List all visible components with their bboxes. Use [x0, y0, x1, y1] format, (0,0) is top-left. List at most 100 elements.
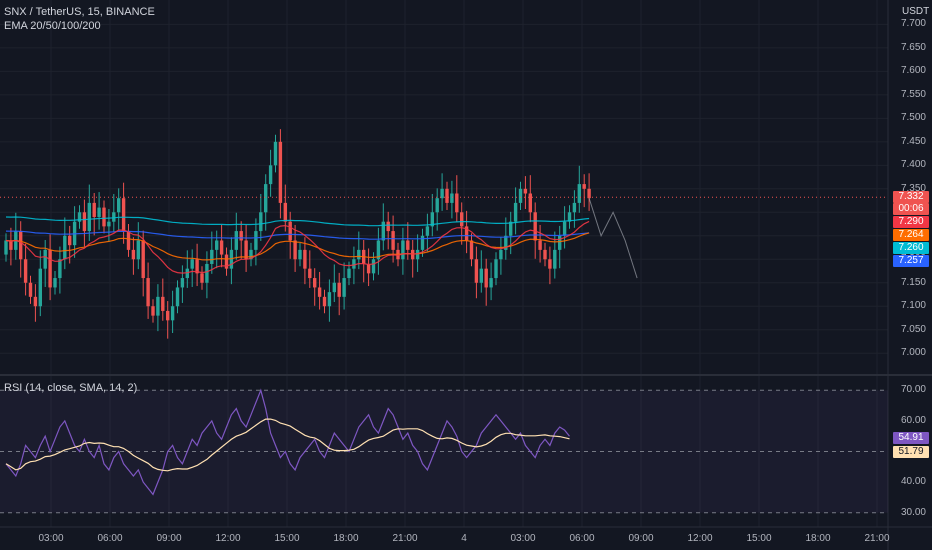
candle-body [489, 278, 493, 288]
candle-body [219, 240, 224, 255]
candle-body [332, 282, 336, 293]
rsi-tick-label: 60.00 [900, 414, 926, 426]
time-tick-label: 12:00 [215, 533, 241, 544]
candle-body [391, 231, 395, 250]
price-tick-label: 7.350 [900, 182, 926, 194]
candle-body [435, 198, 439, 213]
candle-body [33, 296, 38, 307]
candle-body [317, 287, 322, 297]
candle-body [175, 287, 180, 307]
candle-body [288, 221, 292, 241]
candle-body [386, 221, 390, 232]
candle-body [445, 188, 449, 203]
candle-body [278, 141, 283, 203]
candle-body [308, 268, 312, 279]
candle-body [562, 221, 567, 236]
ema50-line [5, 232, 590, 261]
candle-body [376, 240, 381, 260]
candle-body [23, 259, 28, 283]
rsi-tick-label: 30.00 [900, 506, 926, 518]
time-tick-label: 06:00 [97, 533, 123, 544]
ema100-line [5, 216, 590, 227]
candle-body [259, 212, 263, 232]
symbol-title[interactable]: SNX / TetherUS, 15, BINANCE [4, 6, 155, 18]
candle-body [406, 240, 410, 250]
candle-body [117, 198, 121, 213]
candle-body [509, 221, 513, 236]
time-tick-label: 4 [461, 533, 467, 544]
time-tick-label: 18:00 [333, 533, 359, 544]
projection-line [588, 198, 638, 279]
candle-body [572, 202, 577, 213]
candle-body [19, 231, 23, 260]
time-tick-label: 03:00 [510, 533, 536, 544]
candle-body [200, 273, 204, 283]
candle-body [161, 296, 165, 311]
candle-body [455, 193, 459, 213]
time-tick-label: 03:00 [38, 533, 64, 544]
candle-body [499, 249, 503, 260]
candle-body [268, 165, 273, 185]
candle-body [553, 249, 557, 269]
candle-body [322, 296, 327, 307]
candle-body [63, 235, 67, 260]
candle-body [136, 240, 140, 260]
candle-body [215, 240, 219, 250]
candle-body [141, 240, 145, 279]
ema-indicator-label[interactable]: EMA 20/50/100/200 [4, 20, 101, 32]
candle-body [146, 278, 150, 307]
rsi-indicator-label[interactable]: RSI (14, close, SMA, 14, 2) [4, 382, 138, 394]
candle-body [513, 202, 518, 222]
candle-body [190, 259, 194, 269]
candle-body [224, 254, 229, 269]
time-tick-label: 09:00 [628, 533, 654, 544]
rsi-value-tag: 54.91 [893, 432, 929, 444]
candle-body [82, 212, 87, 232]
candle-body [401, 240, 405, 260]
candle-body [210, 249, 214, 264]
candle-body [420, 235, 425, 250]
price-tick-label: 7.050 [900, 323, 926, 335]
candle-body [131, 249, 136, 260]
candle-body [504, 235, 508, 250]
candle-body [303, 249, 307, 269]
candle-body [494, 259, 498, 279]
price-tick-label: 7.500 [900, 112, 926, 124]
candle-body [469, 240, 474, 260]
candle-body [567, 212, 572, 222]
rsi-sma-line [5, 418, 570, 472]
candle-body [347, 268, 351, 279]
currency-label: USDT [902, 6, 930, 17]
candle-body [77, 212, 82, 222]
candle-body [68, 235, 72, 246]
time-tick-label: 15:00 [746, 533, 772, 544]
candle-body [4, 240, 8, 255]
candle-body [430, 212, 434, 227]
time-tick-label: 21:00 [392, 533, 418, 544]
rsi-tick-label: 40.00 [900, 476, 926, 488]
candle-body [254, 231, 258, 250]
price-tick-label: 7.700 [900, 18, 926, 30]
candle-body [582, 184, 586, 189]
candle-body [327, 292, 332, 307]
candle-body [239, 231, 243, 241]
candle-body [244, 240, 248, 260]
candle-body [151, 306, 155, 316]
candle-body [126, 231, 131, 250]
candle-body [538, 240, 542, 250]
candle-body [479, 268, 483, 283]
candle-body [38, 268, 42, 307]
time-tick-label: 15:00 [274, 533, 300, 544]
candle-body [102, 207, 106, 227]
candle-body [352, 259, 356, 269]
candle-body [450, 193, 454, 203]
candle-body [156, 296, 160, 316]
candle-body [533, 212, 537, 241]
time-tick-label: 21:00 [864, 533, 890, 544]
candle-body [474, 259, 479, 283]
candle-body [9, 240, 13, 250]
candle-body [298, 249, 302, 260]
candle-body [195, 259, 199, 274]
candle-body [543, 249, 547, 260]
